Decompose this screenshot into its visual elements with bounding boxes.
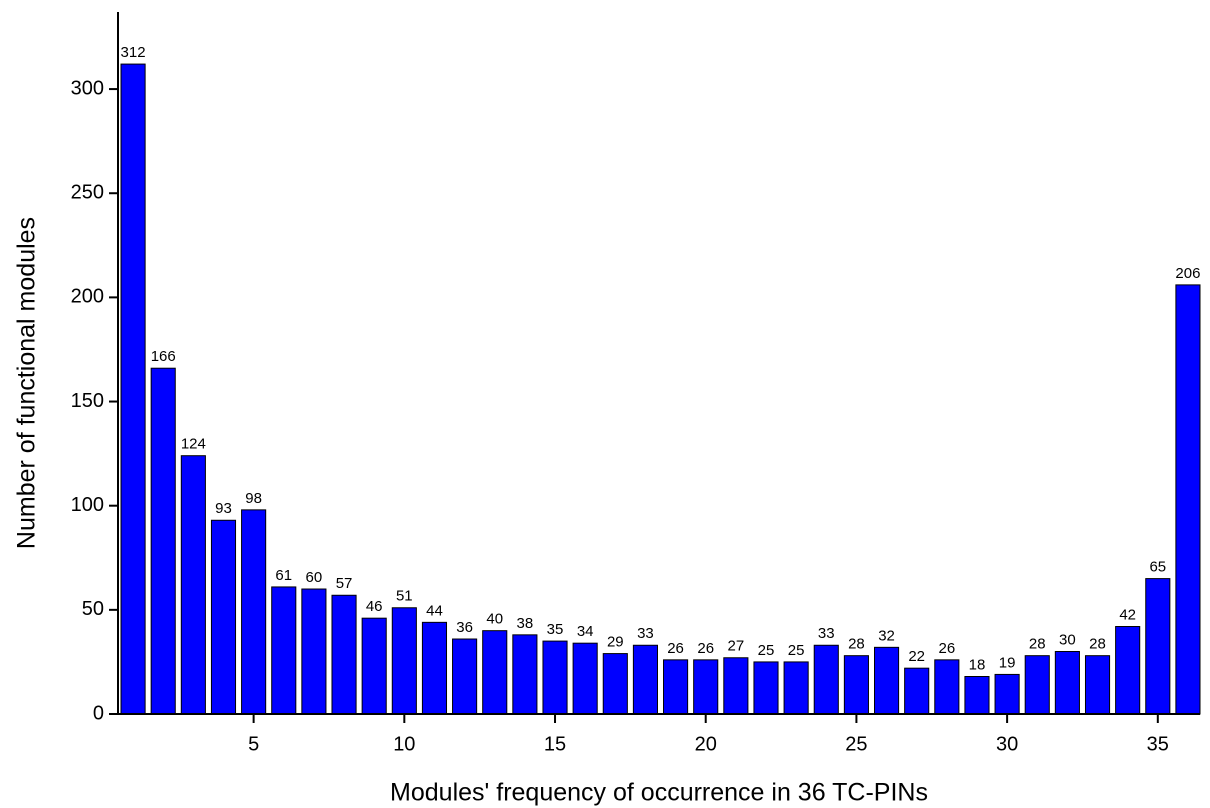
bar xyxy=(873,646,900,715)
value-label: 25 xyxy=(788,642,805,659)
bar xyxy=(964,676,990,715)
value-label: 124 xyxy=(181,436,206,453)
x-tick-label: 35 xyxy=(1147,733,1169,755)
value-label: 19 xyxy=(999,654,1016,671)
value-label: 28 xyxy=(1029,636,1046,653)
bar xyxy=(1084,655,1111,715)
value-label: 28 xyxy=(848,636,865,653)
bar xyxy=(150,367,176,715)
bar xyxy=(934,659,960,715)
value-label: 51 xyxy=(396,588,413,605)
bar xyxy=(452,638,478,715)
x-tick-label: 10 xyxy=(393,733,415,755)
value-label: 312 xyxy=(121,44,146,61)
bar xyxy=(391,607,417,715)
y-tick-label: 200 xyxy=(71,286,104,308)
bar xyxy=(1024,655,1050,715)
bar xyxy=(693,659,719,715)
y-tick-label: 300 xyxy=(71,77,104,99)
value-label: 35 xyxy=(547,621,564,638)
bar xyxy=(120,63,146,715)
bar xyxy=(994,673,1020,715)
y-tick-label: 150 xyxy=(71,390,104,412)
value-label: 46 xyxy=(366,598,383,615)
value-label: 38 xyxy=(517,615,534,632)
bar xyxy=(1115,626,1141,715)
value-label: 61 xyxy=(275,567,292,584)
bar xyxy=(271,586,297,715)
y-tick-label: 0 xyxy=(93,702,104,724)
y-tick-label: 100 xyxy=(71,494,104,516)
bar xyxy=(241,509,267,715)
bar xyxy=(904,667,930,715)
value-label: 33 xyxy=(818,625,835,642)
x-tick-label: 25 xyxy=(845,733,867,755)
value-label: 25 xyxy=(758,642,775,659)
bar xyxy=(723,657,749,715)
value-label: 36 xyxy=(456,619,473,636)
bar xyxy=(572,642,598,715)
value-label: 166 xyxy=(151,348,176,365)
bar xyxy=(421,621,448,715)
value-label: 18 xyxy=(969,656,986,673)
y-tick-label: 50 xyxy=(82,598,104,620)
value-label: 93 xyxy=(215,500,232,517)
x-tick-label: 5 xyxy=(248,733,259,755)
value-label: 98 xyxy=(245,490,262,507)
bar xyxy=(361,617,387,715)
y-tick-label: 250 xyxy=(71,182,104,204)
value-label: 32 xyxy=(878,627,895,644)
value-label: 27 xyxy=(728,638,745,655)
bar xyxy=(1145,578,1171,715)
x-axis-title: Modules' frequency of occurrence in 36 T… xyxy=(390,779,928,807)
value-label: 44 xyxy=(426,602,443,619)
value-label: 40 xyxy=(486,611,503,628)
value-label: 26 xyxy=(697,640,714,657)
value-label: 57 xyxy=(336,575,353,592)
value-label: 65 xyxy=(1149,559,1166,576)
value-label: 30 xyxy=(1059,631,1076,648)
value-label: 28 xyxy=(1089,636,1106,653)
bar xyxy=(663,659,689,715)
bar xyxy=(813,644,839,715)
bar xyxy=(331,594,357,715)
value-label: 29 xyxy=(607,634,624,651)
y-axis-title: Number of functional modules xyxy=(13,217,41,549)
bar xyxy=(753,661,779,715)
value-label: 33 xyxy=(637,625,654,642)
value-label: 42 xyxy=(1119,606,1136,623)
bar xyxy=(1175,284,1201,715)
bar xyxy=(180,455,206,715)
bar xyxy=(1054,651,1080,715)
value-label: 60 xyxy=(306,569,323,586)
value-label: 26 xyxy=(938,640,955,657)
bar xyxy=(210,519,237,715)
bar xyxy=(482,630,508,715)
bar xyxy=(632,644,658,715)
value-label: 22 xyxy=(908,648,925,665)
bar xyxy=(301,588,327,715)
bar xyxy=(783,661,809,715)
value-label: 206 xyxy=(1175,265,1200,282)
x-tick-label: 15 xyxy=(544,733,566,755)
bar xyxy=(512,634,538,715)
x-tick-label: 20 xyxy=(695,733,717,755)
x-tick-label: 30 xyxy=(996,733,1018,755)
value-label: 34 xyxy=(577,623,594,640)
bar xyxy=(602,653,628,715)
bar xyxy=(542,640,568,715)
bar xyxy=(843,655,869,715)
value-label: 26 xyxy=(667,640,684,657)
